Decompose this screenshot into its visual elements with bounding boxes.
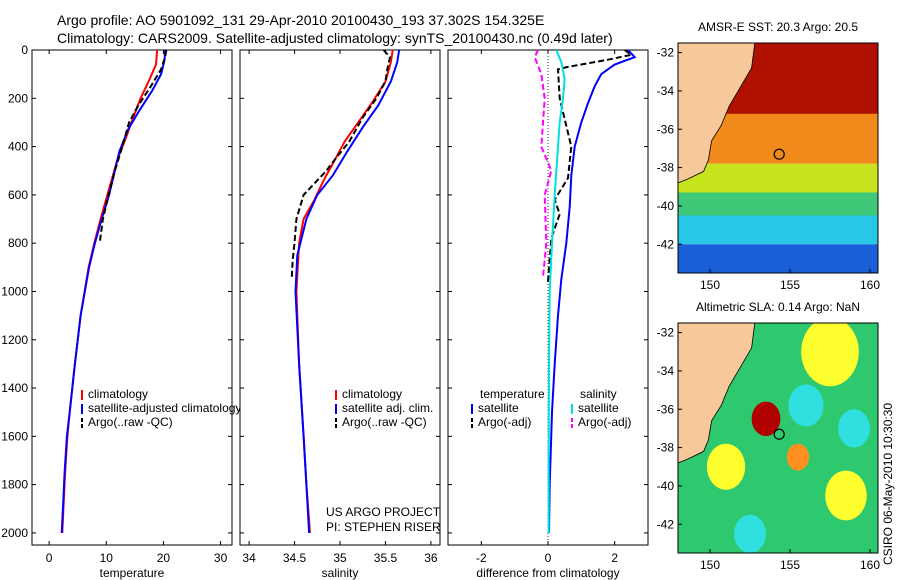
land-mass <box>678 43 756 184</box>
header-line1: Argo profile: AO 5901092_131 29-Apr-2010… <box>57 12 544 28</box>
y-tick-label: -42 <box>657 517 675 531</box>
legend-label: climatology <box>88 387 148 401</box>
y-tick-label: 400 <box>8 140 28 154</box>
plot-frame <box>239 49 441 546</box>
sla-anomaly-blob <box>786 443 810 471</box>
x-tick-label: 34.5 <box>283 551 307 565</box>
sst-map-panel: AMSR-E SST: 20.3 Argo: 20.5 150 155 160 -32 -… <box>657 20 881 292</box>
map-frame <box>677 322 879 554</box>
x-tick-label: 30 <box>214 551 228 565</box>
y-tick-label: -32 <box>657 46 675 60</box>
x-tick-label: 2 <box>611 551 618 565</box>
legend-group-header: salinity <box>580 387 617 401</box>
y-tick-label: 200 <box>8 91 28 105</box>
legend-label: Argo(-adj) <box>578 415 631 429</box>
x-tick-label: 155 <box>780 558 800 572</box>
map-content <box>678 43 878 273</box>
sla-anomaly-blob <box>734 514 766 553</box>
argo-position-marker <box>773 148 785 160</box>
x-axis-label: temperature <box>100 566 165 580</box>
x-tick-label: -2 <box>476 551 487 565</box>
salinity-profile-panel: 34 34.5 35 35.5 36 salinity climatologysatelli… <box>239 49 441 580</box>
y-tick-label: 2000 <box>1 526 28 540</box>
series-line-argo-raw-qc- <box>290 49 392 278</box>
x-axis-label: salinity <box>322 566 359 580</box>
sla-anomaly-blob <box>825 470 867 521</box>
x-axis-label: difference from climatology <box>476 566 619 580</box>
series-line-satellite-adj-clim- <box>294 49 401 533</box>
y-tick-label: -38 <box>657 161 675 175</box>
series-line-salinity-argo-adj- <box>533 49 553 278</box>
y-tick-label: -36 <box>657 402 675 416</box>
series-line-temperature-satellite <box>548 49 637 533</box>
sst-color-band <box>678 192 878 216</box>
sst-color-band <box>678 215 878 245</box>
series-line-temperature-argo-adj- <box>547 49 634 282</box>
project-note-line2: PI: STEPHEN RISER <box>326 520 441 534</box>
y-tick-label: -40 <box>657 199 675 213</box>
x-tick-label: 150 <box>700 558 720 572</box>
project-note-line1: US ARGO PROJECT <box>326 505 441 519</box>
y-tick-label: 600 <box>8 188 28 202</box>
legend-label: satellite-adjusted climatology <box>88 401 241 415</box>
temperature-profile-panel: 0 10 20 30 0 200 400 600 800 1000 1200 1400 1600 1800… <box>1 43 241 580</box>
map-title: AMSR-E SST: 20.3 Argo: 20.5 <box>698 20 858 34</box>
x-tick-label: 35 <box>333 551 347 565</box>
x-tick-label: 0 <box>46 551 53 565</box>
y-tick-label: 1800 <box>1 478 28 492</box>
y-tick-label: 1400 <box>1 381 28 395</box>
sla-map-panel: Altimetric SLA: 0.14 Argo: NaN 150 155 160 -… <box>657 300 881 572</box>
x-tick-label: 155 <box>780 278 800 292</box>
x-tick-label: 0 <box>545 551 552 565</box>
legend-label: Argo(..raw -QC) <box>342 415 427 429</box>
map-content <box>678 323 878 553</box>
legend-label: satellite <box>578 401 619 415</box>
y-tick-label: 1000 <box>1 284 28 298</box>
legend-label: satellite adj. clim. <box>342 401 433 415</box>
header-line2: Climatology: CARS2009. Satellite-adjuste… <box>57 30 613 46</box>
legend-group-header: temperature <box>480 387 545 401</box>
y-tick-label: 0 <box>21 43 28 57</box>
x-tick-label: 36 <box>424 551 438 565</box>
legend-label: Argo(-adj) <box>478 415 531 429</box>
series-line-salinity-satellite <box>547 49 566 533</box>
sla-anomaly-blob <box>706 443 746 490</box>
series-line-satellite-adjusted-climatology <box>60 49 167 533</box>
argo-position-marker <box>773 428 785 440</box>
x-tick-label: 34 <box>242 551 256 565</box>
y-tick-label: -40 <box>657 479 675 493</box>
sla-anomaly-blob <box>751 401 781 437</box>
legend-label: climatology <box>342 387 402 401</box>
y-tick-label: -42 <box>657 237 675 251</box>
x-tick-label: 35.5 <box>374 551 398 565</box>
y-tick-label: -32 <box>657 326 675 340</box>
x-tick-label: 20 <box>157 551 171 565</box>
sst-color-band <box>678 163 878 193</box>
y-tick-label: 800 <box>8 236 28 250</box>
y-tick-label: -34 <box>657 84 675 98</box>
y-tick-label: 1200 <box>1 333 28 347</box>
sla-anomaly-blob <box>801 323 859 387</box>
map-title: Altimetric SLA: 0.14 Argo: NaN <box>696 300 860 314</box>
sla-anomaly-blob <box>788 384 824 427</box>
legend-label: satellite <box>478 401 519 415</box>
series-line-argo-raw-qc- <box>99 49 168 241</box>
map-frame <box>677 42 879 274</box>
sst-color-band <box>678 244 878 273</box>
y-tick-label: -38 <box>657 441 675 455</box>
x-tick-label: 10 <box>100 551 114 565</box>
y-tick-label: -36 <box>657 122 675 136</box>
x-tick-label: 160 <box>860 558 880 572</box>
land-mass <box>678 323 756 464</box>
x-tick-label: 150 <box>700 278 720 292</box>
sla-anomaly-blob <box>838 409 870 448</box>
y-tick-label: -34 <box>657 364 675 378</box>
y-tick-label: 1600 <box>1 429 28 443</box>
legend-label: Argo(..raw -QC) <box>88 415 173 429</box>
side-timestamp: CSIRO 06-May-2010 10:30:30 <box>881 403 895 565</box>
x-tick-label: 160 <box>860 278 880 292</box>
